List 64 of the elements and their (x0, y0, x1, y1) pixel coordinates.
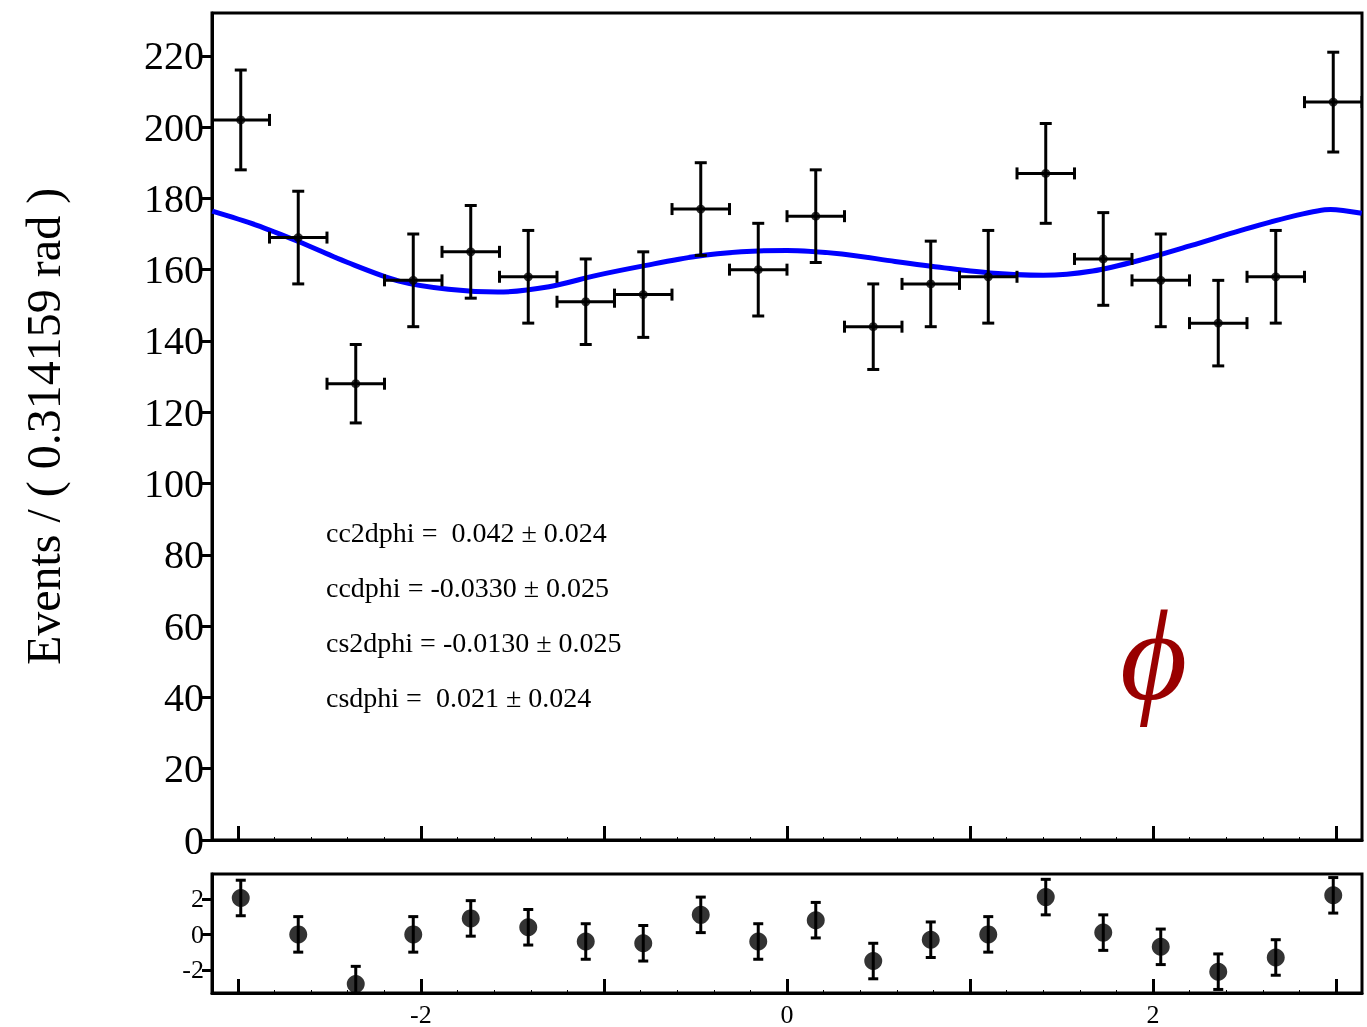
point (519, 918, 538, 937)
point (289, 925, 308, 944)
point (1271, 272, 1281, 282)
point (696, 204, 706, 214)
point (346, 975, 365, 994)
point (461, 909, 480, 928)
point (638, 290, 648, 300)
annotation: cc2dphi = 0.042 ± 0.024 (326, 516, 607, 548)
y-tick-label: 160 (144, 247, 204, 293)
point (1324, 886, 1343, 905)
annotation: ϕ (1120, 583, 1188, 727)
point (1098, 254, 1108, 264)
y-tick-label: 0 (184, 817, 204, 863)
point (523, 272, 533, 282)
y-tick-label: 20 (164, 746, 204, 792)
point (236, 115, 246, 125)
point (806, 911, 825, 930)
x-tick-label: 0 (780, 999, 794, 1027)
point (634, 934, 653, 953)
y-tick-label: 80 (164, 532, 204, 578)
y-tick-label: 200 (144, 104, 204, 150)
x-tick-label: -2 (410, 999, 432, 1027)
point (1041, 168, 1051, 178)
y-tick-label: 180 (144, 175, 204, 221)
point (1266, 948, 1285, 967)
point (926, 279, 936, 289)
point (404, 925, 423, 944)
point (576, 932, 595, 951)
point (1328, 97, 1338, 107)
y-tick-label: 60 (164, 603, 204, 649)
y-tick-label: 2 (191, 884, 204, 914)
annotation: ccdphi = -0.0330 ± 0.025 (326, 571, 610, 603)
point (979, 925, 998, 944)
y-tick-label: 40 (164, 674, 204, 720)
point (1213, 318, 1223, 328)
y-tick-label: 220 (144, 33, 204, 79)
point (868, 322, 878, 332)
point (466, 247, 476, 257)
point (983, 272, 993, 282)
point (408, 275, 418, 285)
point (811, 211, 821, 221)
x-tick-label: 2 (1146, 999, 1160, 1027)
point (921, 930, 940, 949)
y-tick-label: 140 (144, 318, 204, 364)
point (749, 932, 768, 951)
point (691, 905, 710, 924)
point (1209, 962, 1228, 981)
point (864, 952, 883, 971)
y-axis-title: Events / ( 0.314159 rad ) (16, 187, 71, 666)
point (581, 297, 591, 307)
point (753, 265, 763, 275)
y-tick-label: -2 (182, 955, 204, 985)
point (1151, 937, 1170, 956)
annotation: csdphi = 0.021 ± 0.024 (326, 681, 592, 713)
y-tick-label: 100 (144, 461, 204, 507)
point (1094, 923, 1113, 942)
point (293, 233, 303, 243)
annotation: cs2dphi = -0.0130 ± 0.025 (326, 626, 622, 658)
point (231, 888, 250, 907)
point (351, 379, 361, 389)
point (1156, 275, 1166, 285)
y-tick-label: 0 (191, 919, 204, 949)
y-tick-label: 120 (144, 389, 204, 435)
point (1036, 888, 1055, 907)
